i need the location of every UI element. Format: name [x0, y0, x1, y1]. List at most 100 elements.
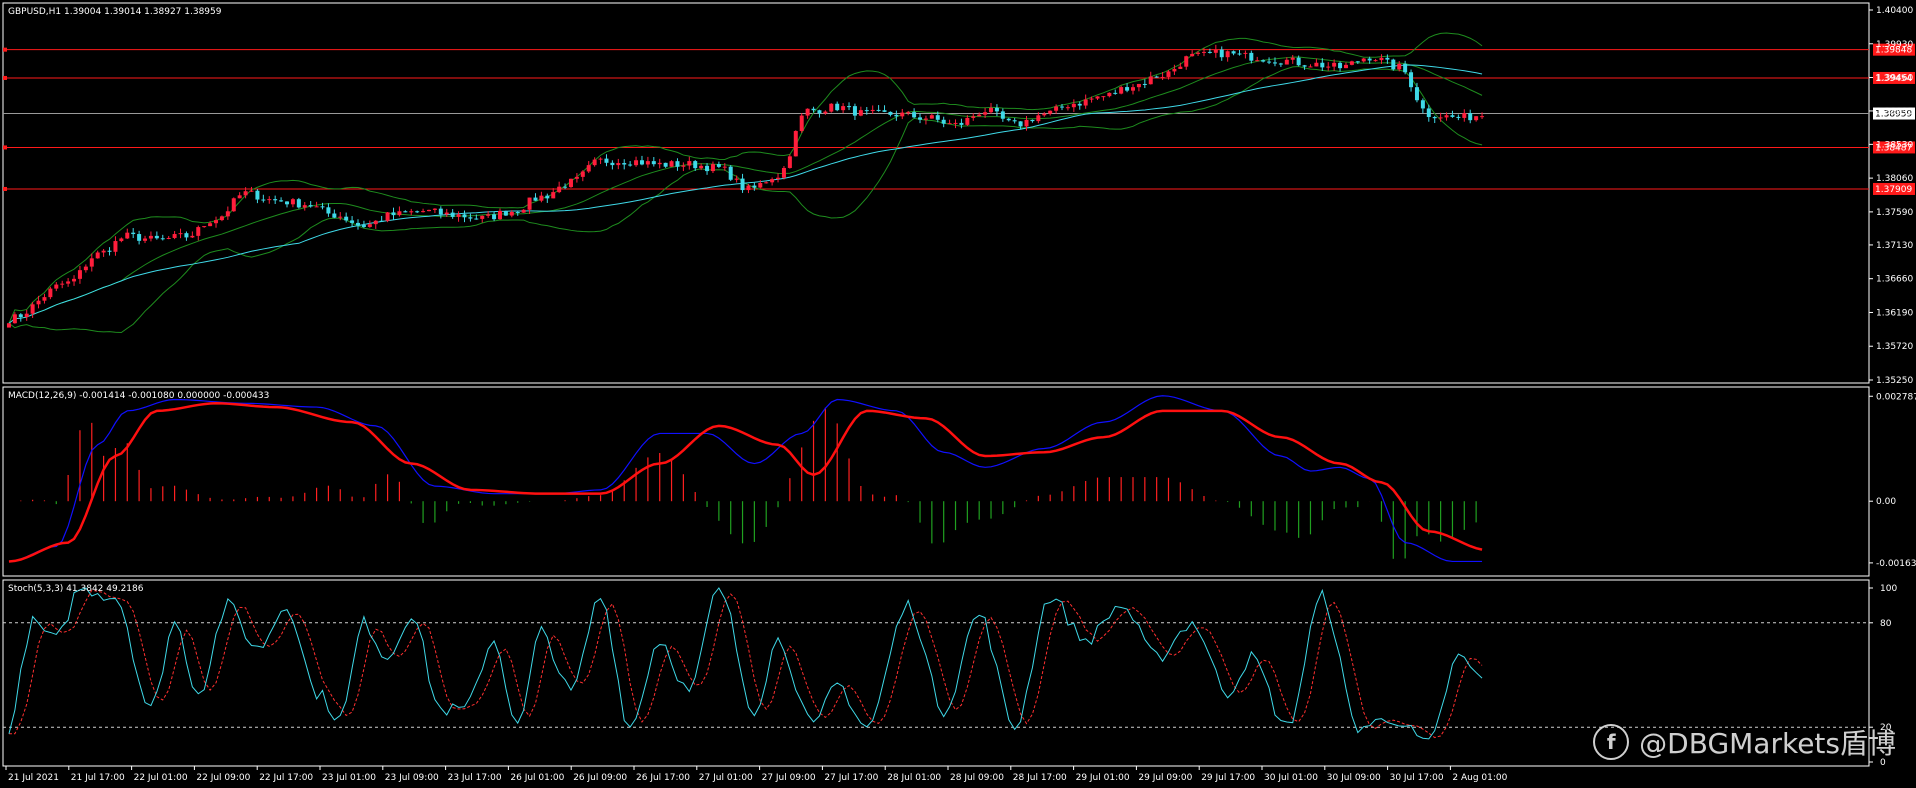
stoch-tick-label: 80: [1880, 619, 1892, 629]
candle-body: [994, 107, 999, 112]
candle-body: [876, 109, 881, 111]
candle-body: [18, 314, 23, 318]
candle-body: [527, 197, 532, 210]
candle-body: [1030, 119, 1035, 122]
candle-body: [95, 252, 100, 259]
candle-body: [716, 164, 721, 167]
candle-body: [722, 166, 727, 168]
candle-body: [107, 250, 112, 252]
candle-body: [1480, 116, 1485, 118]
level-price-box: [1873, 71, 1915, 84]
candle-body: [829, 103, 834, 112]
candle-body: [125, 232, 130, 239]
candle-body: [793, 131, 798, 157]
candle-body: [492, 214, 497, 220]
candle-body: [101, 250, 106, 253]
candle-body: [397, 211, 402, 216]
candle-body: [1355, 61, 1360, 63]
candle-body: [356, 222, 361, 226]
candle-body: [503, 210, 508, 216]
candle-body: [373, 220, 378, 225]
candle-body: [296, 199, 301, 208]
candle-body: [326, 207, 331, 214]
candle-body: [758, 183, 763, 188]
price-tick-label: 1.39460: [1876, 74, 1913, 84]
candle-body: [693, 161, 698, 169]
candle-body: [273, 199, 278, 201]
candle-body: [1142, 83, 1147, 85]
time-tick-label: 22 Jul 17:00: [259, 773, 313, 783]
candle-body: [1018, 121, 1023, 127]
candle-body: [515, 211, 520, 213]
candle-body: [486, 214, 491, 216]
candle-body: [1403, 63, 1408, 73]
price-tick-label: 1.35250: [1876, 376, 1913, 386]
candle-body: [746, 185, 751, 191]
price-tick-label: 1.38995: [1876, 107, 1913, 117]
candle-body: [918, 117, 923, 120]
price-panel[interactable]: [2, 2, 1870, 384]
stoch-panel[interactable]: [2, 579, 1870, 767]
candle-body: [847, 106, 852, 108]
candle-body: [1136, 83, 1141, 88]
candle-body: [1397, 63, 1402, 70]
candle-body: [1444, 115, 1449, 118]
macd-panel[interactable]: [2, 386, 1870, 577]
candle-body: [699, 165, 704, 169]
candle-body: [1314, 62, 1319, 67]
candle-body: [1414, 87, 1419, 101]
candle-body: [166, 237, 171, 239]
candle-body: [480, 215, 485, 219]
macd-tick-label: 0.00: [1876, 497, 1896, 507]
candle-body: [1326, 66, 1331, 68]
candle-body: [391, 212, 396, 216]
candle-body: [1456, 116, 1461, 118]
level-price-label: 1.38487: [1875, 143, 1912, 153]
candle-body: [320, 206, 325, 208]
time-tick-label: 23 Jul 01:00: [322, 773, 376, 783]
candle-body: [941, 119, 946, 124]
candle-body: [290, 199, 295, 205]
candle-body: [900, 112, 905, 117]
candle-body: [1284, 59, 1289, 65]
price-tick-label: 1.36190: [1876, 308, 1913, 318]
candle-body: [669, 161, 674, 167]
candle-body: [261, 199, 266, 201]
candle-body: [959, 122, 964, 125]
candle-body: [563, 186, 568, 188]
candle-body: [965, 117, 970, 125]
candle-body: [42, 297, 47, 301]
level-handle[interactable]: [3, 47, 7, 52]
candle-body: [1367, 58, 1372, 61]
level-price-box: [1873, 182, 1915, 195]
candle-body: [989, 107, 994, 113]
candle-body: [657, 162, 662, 165]
level-handle[interactable]: [3, 186, 7, 191]
candle-body: [1296, 57, 1301, 66]
candle-body: [1160, 76, 1165, 78]
time-tick-label: 28 Jul 01:00: [887, 773, 941, 783]
level-handle[interactable]: [3, 75, 7, 80]
candle-body: [1083, 99, 1088, 106]
candle-body: [1255, 60, 1260, 62]
stoch-tick-label: 100: [1880, 584, 1897, 594]
candle-body: [1361, 58, 1366, 62]
candle-body: [1089, 98, 1094, 100]
candle-body: [202, 226, 207, 228]
candle-body: [361, 225, 366, 227]
price-tick-label: 1.36660: [1876, 275, 1913, 285]
candle-body: [634, 160, 639, 166]
candle-body: [983, 112, 988, 115]
time-tick-label: 27 Jul 01:00: [699, 773, 753, 783]
level-handle[interactable]: [3, 145, 7, 150]
bollinger-middle: [8, 56, 1483, 324]
candle-body: [953, 122, 958, 124]
candle-body: [249, 190, 254, 192]
candle-body: [1172, 68, 1177, 72]
candle-body: [551, 192, 556, 199]
candle-body: [1213, 49, 1218, 53]
candle-body: [604, 158, 609, 163]
candle-body: [219, 216, 224, 221]
level-price-box: [1873, 43, 1915, 56]
